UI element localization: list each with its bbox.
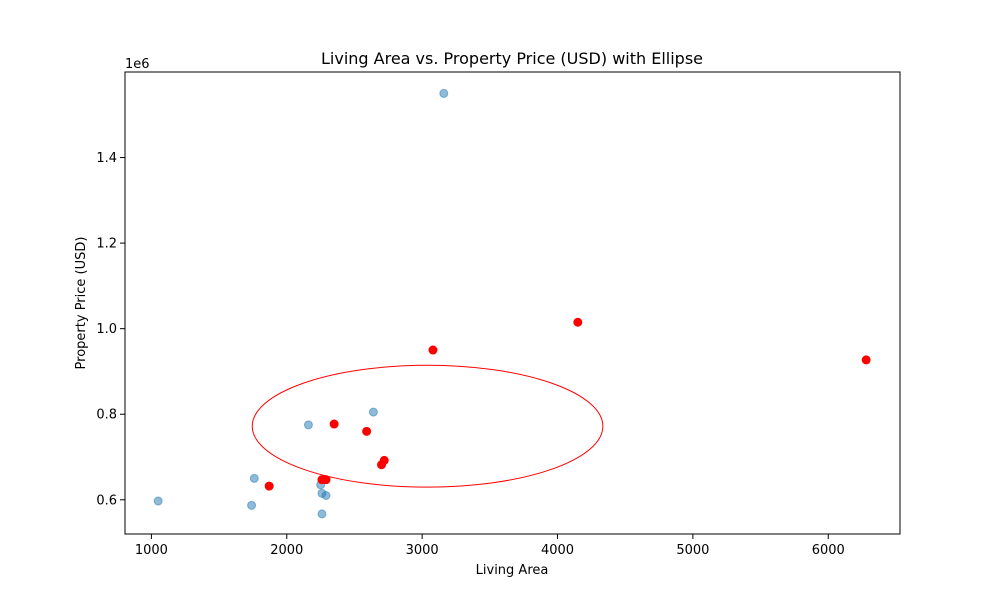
y-tick-label: 1.0 <box>96 322 117 337</box>
x-tick-label: 5000 <box>676 543 709 558</box>
y-tick-label: 1.4 <box>96 151 117 166</box>
y-offset-label: 1e6 <box>125 57 150 72</box>
scatter-point <box>861 355 871 365</box>
x-tick-label: 4000 <box>541 543 574 558</box>
scatter-point <box>362 426 372 436</box>
scatter-point <box>317 509 327 519</box>
scatter-point <box>439 88 449 98</box>
x-axis: 1000 2000 3000 4000 5000 6000 <box>135 534 845 558</box>
y-tick-label: 0.8 <box>96 408 117 423</box>
scatter-point <box>264 481 274 491</box>
scatter-point <box>303 420 313 430</box>
scatter-point <box>321 491 331 500</box>
highlight-ellipse <box>251 364 604 488</box>
x-axis-label: Living Area <box>476 563 549 578</box>
y-axis-label: Property Price (USD) <box>74 237 89 370</box>
y-tick-label: 1.2 <box>96 237 117 252</box>
x-tick-label: 3000 <box>406 543 439 558</box>
chart-title: Living Area vs. Property Price (USD) wit… <box>321 49 703 68</box>
x-tick-label: 1000 <box>135 543 168 558</box>
plot-frame <box>124 71 901 535</box>
scatter-point <box>153 496 163 506</box>
scatter-point <box>428 345 438 355</box>
plot-area <box>153 88 871 519</box>
x-tick-label: 6000 <box>812 543 845 558</box>
scatter-point <box>249 473 259 483</box>
scatter-point <box>329 419 339 429</box>
scatter-point <box>377 460 387 470</box>
scatter-point <box>247 500 257 510</box>
x-tick-label: 2000 <box>270 543 303 558</box>
scatter-point <box>368 407 378 417</box>
scatter-point <box>573 317 583 327</box>
y-axis: 0.6 0.8 1.0 1.2 1.4 <box>96 151 125 508</box>
y-tick-label: 0.6 <box>96 493 117 508</box>
